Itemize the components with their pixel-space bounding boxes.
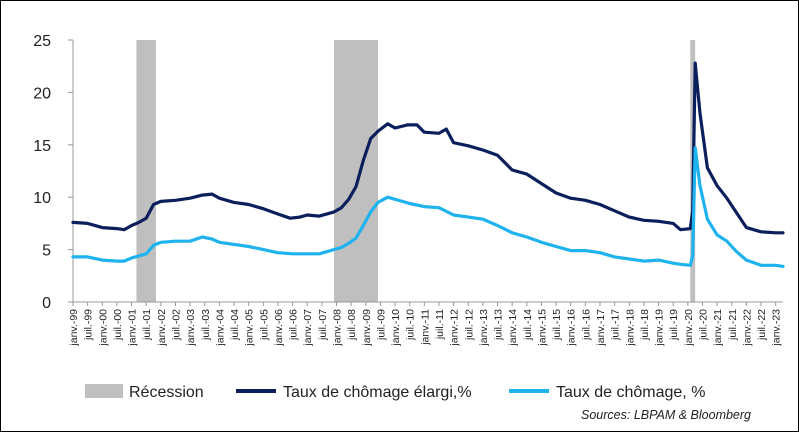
legend-swatch-recession: [85, 384, 123, 398]
x-tick-label-7: juil.-02: [170, 309, 182, 341]
x-tick-label-41: juil.-19: [668, 309, 680, 341]
x-tick-label-2: janv.-00: [97, 309, 109, 347]
x-tick-label-0: janv.-99: [68, 309, 80, 347]
y-tick-label-3: 15: [33, 138, 51, 155]
x-tick-label-13: juil.-05: [258, 309, 270, 341]
x-tick-label-39: juil.-18: [639, 309, 651, 341]
x-tick-label-29: juil.-13: [493, 309, 505, 341]
x-tick-label-48: janv.-23: [771, 309, 783, 347]
x-tick-label-17: juil.-07: [317, 309, 329, 341]
x-tick-label-23: juil.-10: [405, 309, 417, 341]
x-tick-label-19: juil.-08: [346, 309, 358, 341]
recession-band-1: [334, 40, 378, 302]
x-tick-label-45: juil.-21: [727, 309, 739, 341]
x-tick-label-28: janv.-13: [478, 309, 490, 347]
legend: Récession Taux de chômage élargi,% Taux …: [85, 384, 705, 401]
x-tick-labels: janv.-99 juil.-99 janv.-00 juil.-00 janv.-01…: [68, 302, 783, 347]
x-tick-label-20: janv.-09: [361, 309, 373, 347]
x-tick-label-36: janv.-17: [595, 309, 607, 347]
x-tick-label-33: juil.-15: [551, 309, 563, 341]
x-tick-label-37: juil.-17: [610, 309, 622, 341]
x-tick-label-38: janv.-18: [624, 309, 636, 347]
x-tick-label-9: juil.-03: [200, 309, 212, 341]
source-note: Sources: LBPAM & Bloomberg: [581, 408, 751, 422]
x-tick-label-24: janv.-11: [419, 309, 431, 346]
x-tick-label-8: janv.-03: [185, 309, 197, 347]
series-lines: [71, 61, 785, 268]
x-tick-label-15: juil.-06: [288, 309, 300, 341]
y-tick-label-5: 25: [33, 33, 51, 50]
x-tick-label-40: janv.-19: [654, 309, 666, 347]
x-tick-label-3: juil.-00: [112, 309, 124, 341]
x-tick-label-43: juil.-20: [697, 309, 709, 341]
x-tick-label-27: juil.-12: [463, 309, 475, 341]
y-tick-label-0: 0: [42, 295, 51, 312]
y-tick-label-1: 5: [42, 243, 51, 260]
x-tick-label-11: juil.-04: [229, 309, 241, 341]
x-tick-label-16: janv.-07: [302, 309, 314, 347]
legend-label-broad-unemployment: Taux de chômage élargi,%: [283, 384, 472, 401]
x-tick-label-22: janv.-10: [390, 309, 402, 347]
x-tick-label-5: juil.-01: [141, 309, 153, 341]
x-tick-label-42: janv.-20: [683, 309, 695, 347]
x-tick-label-1: juil.-99: [83, 309, 95, 341]
x-tick-label-25: juil.-11: [434, 309, 446, 340]
x-tick-label-4: janv.-01: [127, 309, 139, 347]
x-tick-label-32: janv.-15: [536, 309, 548, 347]
x-tick-label-34: janv.-16: [566, 309, 578, 347]
legend-label-unemployment: Taux de chômage, %: [556, 384, 705, 401]
x-tick-label-35: juil.-16: [580, 309, 592, 341]
x-tick-label-46: janv.-22: [741, 309, 753, 347]
series-line-0: [71, 61, 785, 235]
legend-label-recession: Récession: [129, 384, 204, 401]
x-tick-label-21: juil.-09: [375, 309, 387, 341]
recession-bands: [136, 40, 696, 302]
y-tick-label-2: 10: [33, 190, 51, 207]
y-tick-label-4: 20: [33, 85, 51, 102]
series-line-1: [71, 146, 785, 268]
x-tick-label-12: janv.-05: [244, 309, 256, 347]
x-tick-label-30: janv.-14: [507, 309, 519, 347]
x-tick-label-10: janv.-04: [214, 309, 226, 347]
x-tick-label-26: janv.-12: [449, 309, 461, 347]
x-tick-label-44: janv.-21: [712, 309, 724, 347]
x-tick-label-47: juil.-22: [756, 309, 768, 341]
recession-band-0: [136, 40, 156, 302]
x-tick-label-31: juil.-14: [522, 309, 534, 341]
x-tick-label-6: janv.-02: [156, 309, 168, 347]
x-tick-label-14: janv.-06: [273, 309, 285, 347]
x-tick-label-18: janv.-08: [332, 309, 344, 347]
